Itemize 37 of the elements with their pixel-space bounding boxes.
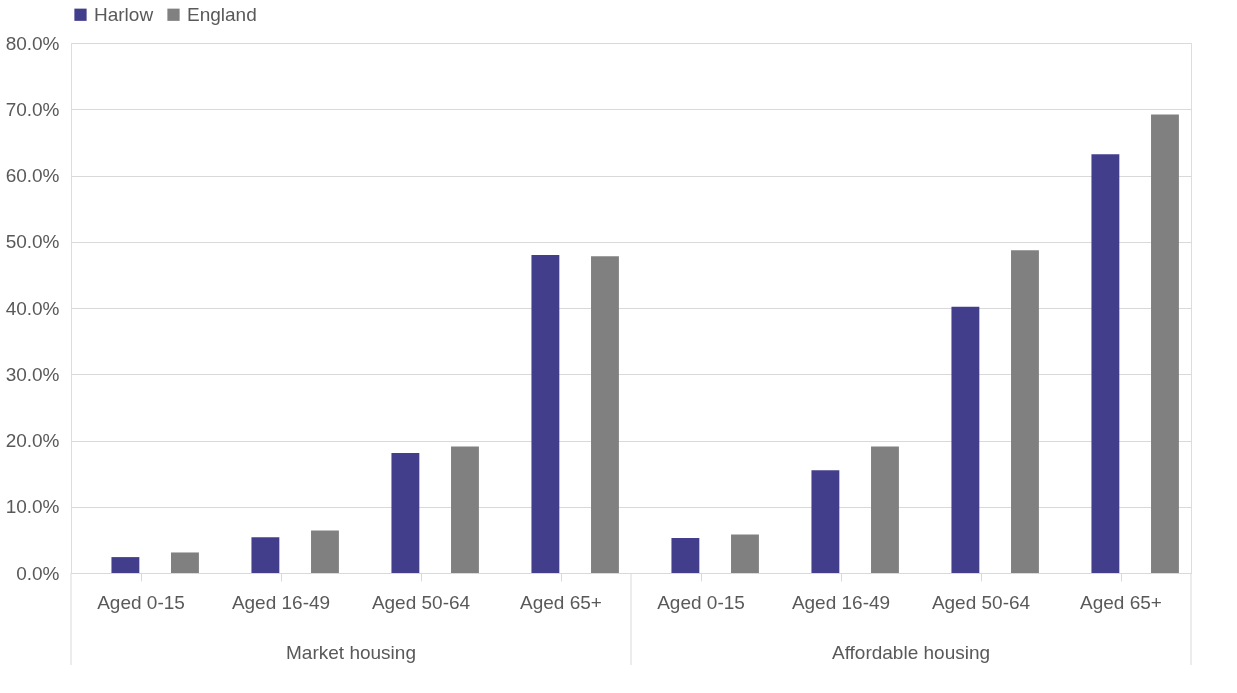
legend-label: Harlow xyxy=(94,3,154,25)
y-tick-label: 40.0% xyxy=(5,297,60,319)
bar xyxy=(251,537,280,573)
bar xyxy=(1011,250,1039,573)
y-tick-label: 10.0% xyxy=(5,496,60,518)
y-tick-label: 60.0% xyxy=(5,165,60,186)
bar xyxy=(1091,154,1120,573)
x-tick-label: Aged 50-64 xyxy=(371,591,471,613)
bar xyxy=(111,557,140,573)
x-tick-label: Aged 65+ xyxy=(520,591,602,613)
y-tick-label: 30.0% xyxy=(5,363,60,385)
x-tick-label: Aged 0-15 xyxy=(657,591,745,613)
bar xyxy=(951,306,980,573)
text: Market housing xyxy=(286,642,416,663)
y-tick-label: 80.0% xyxy=(5,32,60,54)
bar xyxy=(171,552,199,573)
bar xyxy=(311,530,339,573)
bar xyxy=(1151,114,1179,573)
y-tick-label: 50.0% xyxy=(5,231,60,253)
bar xyxy=(671,537,700,573)
x-tick-label: Aged 65+ xyxy=(1080,591,1162,613)
bar xyxy=(871,446,899,573)
x-tick-label: Aged 0-15 xyxy=(97,591,185,613)
bar xyxy=(391,453,420,573)
bar xyxy=(731,534,759,573)
y-tick-label: 70.0% xyxy=(5,98,60,120)
y-tick-label: 20.0% xyxy=(5,430,60,451)
bar xyxy=(591,256,619,573)
y-tick-label: 0.0% xyxy=(16,562,60,584)
bar xyxy=(531,255,560,573)
bar xyxy=(811,470,840,573)
x-tick-label: Aged 16-49 xyxy=(791,591,891,613)
x-tick-label: Aged 50-64 xyxy=(931,591,1031,613)
text: Affordable housing xyxy=(831,642,991,663)
bar xyxy=(451,446,479,573)
legend-label: England xyxy=(187,3,257,25)
x-tick-label: Aged 16-49 xyxy=(231,591,331,613)
